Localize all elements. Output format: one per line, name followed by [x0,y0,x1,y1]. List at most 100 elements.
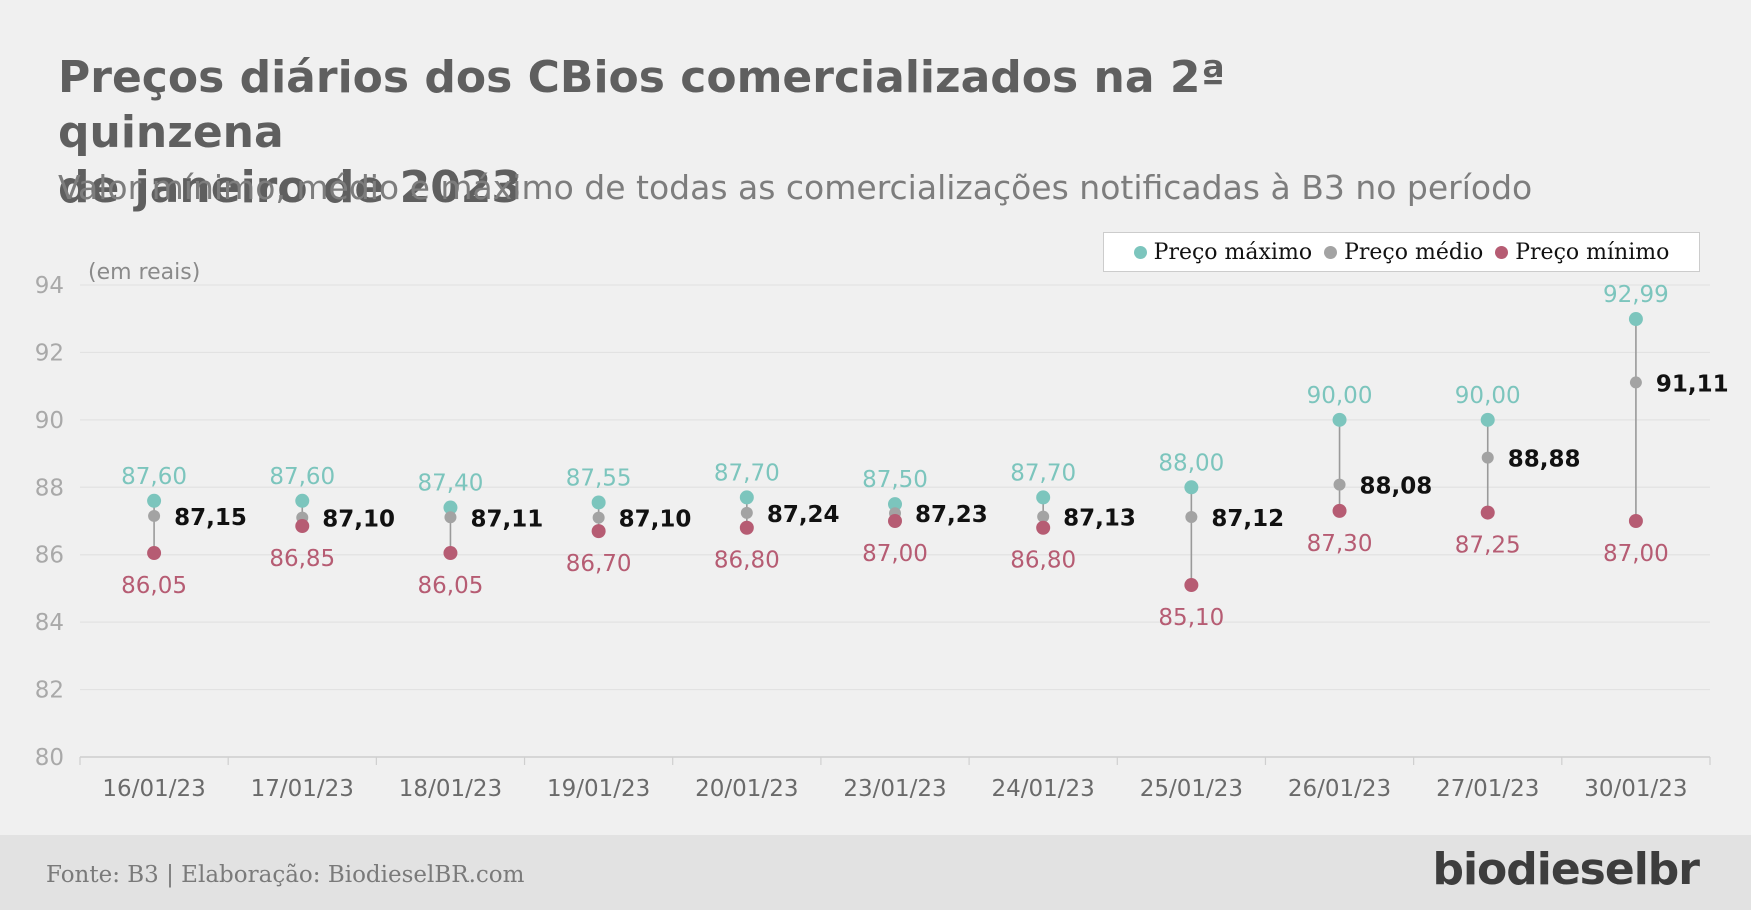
min-price-point [1332,503,1347,518]
avg-price-label: 87,15 [174,505,247,531]
x-tick-label: 23/01/23 [843,776,946,802]
max-price-point [591,495,606,510]
chart-legend: Preço máximo Preço médio Preço mínimo [1103,232,1700,272]
min-price-label: 87,00 [862,541,928,567]
min-price-point [1184,578,1199,593]
y-tick-label: 80 [35,745,64,771]
y-tick-label: 84 [35,610,64,636]
min-price-point [1036,520,1051,535]
chart-area: 80 82 84 86 88 90 92 94 16/01/23 17/01/23 18/01/23… [0,220,1751,835]
y-axis-unit-label: (em reais) [88,260,201,285]
avg-price-point [1333,478,1346,491]
source-credit: Fonte: B3 | Elaboração: BiodieselBR.com [46,862,525,888]
x-tick-label: 27/01/23 [1436,776,1539,802]
chart-title: Preços diários dos CBios comercializados… [58,50,1458,215]
min-price-point [888,514,902,528]
max-price-label: 87,55 [566,465,632,491]
x-tick-label: 24/01/23 [992,776,1095,802]
max-price-point [295,493,310,508]
max-price-point [1332,412,1347,427]
x-tick-label: 19/01/23 [547,776,650,802]
avg-price-label: 91,11 [1656,371,1729,397]
avg-price-point [592,511,605,524]
max-price-label: 87,60 [269,464,335,490]
legend-label-min: Preço mínimo [1515,239,1670,265]
max-price-label: 87,70 [714,460,780,486]
x-tick-label: 16/01/23 [102,776,205,802]
footer: Fonte: B3 | Elaboração: BiodieselBR.com … [0,835,1751,910]
min-price-point [739,520,754,535]
legend-label-avg: Preço médio [1344,239,1484,265]
min-price-label: 86,80 [714,548,780,574]
avg-price-point [1037,510,1050,523]
y-tick-label: 90 [35,408,64,434]
max-price-label: 87,50 [862,467,928,493]
y-tick-label: 94 [35,273,64,299]
chart-subtitle: Valor mínimo, médio e máximo de todas as… [58,168,1533,207]
avg-price-label: 87,10 [619,507,692,533]
min-price-label: 86,05 [121,573,187,599]
avg-price-label: 87,11 [470,506,543,532]
max-price-point [1036,490,1051,505]
max-price-point [1628,312,1643,327]
x-tick-label: 17/01/23 [251,776,354,802]
min-price-label: 86,05 [418,573,484,599]
min-price-label: 86,70 [566,551,632,577]
legend-label-max: Preço máximo [1153,239,1313,265]
min-price-point [443,546,458,561]
y-tick-label: 88 [35,475,64,501]
y-tick-label: 92 [35,340,64,366]
brand-logo: biodieselbr [1432,844,1700,895]
max-price-label: 87,70 [1010,460,1076,486]
min-price-label: 86,80 [1010,548,1076,574]
min-price-label: 87,25 [1455,533,1521,559]
min-price-point [295,519,310,534]
legend-dot-avg [1324,245,1338,259]
min-price-point [591,524,606,539]
max-price-label: 87,60 [121,464,187,490]
y-tick-label: 86 [35,543,64,569]
avg-price-point [1629,376,1642,389]
y-tick-label: 82 [35,678,64,704]
avg-price-point [444,511,457,524]
max-price-point [147,493,162,508]
legend-item-max: Preço máximo [1133,239,1313,265]
x-tick-label: 25/01/23 [1140,776,1243,802]
max-price-label: 88,00 [1158,450,1224,476]
min-price-label: 86,85 [269,546,335,572]
min-price-label: 85,10 [1158,605,1224,631]
max-price-label: 90,00 [1307,383,1373,409]
legend-dot-min [1495,245,1509,259]
max-price-point [1184,480,1199,495]
max-price-point [1480,412,1495,427]
legend-dot-max [1133,245,1147,259]
x-tick-label: 30/01/23 [1584,776,1687,802]
avg-price-point [1185,510,1198,523]
max-price-point [739,490,754,505]
avg-price-label: 87,24 [767,502,840,528]
max-price-label: 87,40 [418,471,484,497]
x-tick-label: 26/01/23 [1288,776,1391,802]
max-price-point [888,497,902,512]
min-price-label: 87,30 [1307,531,1373,557]
max-price-label: 90,00 [1455,383,1521,409]
avg-price-label: 88,88 [1508,447,1581,473]
min-price-point [1628,514,1643,528]
x-tick-label: 20/01/23 [695,776,798,802]
min-price-point [147,546,162,561]
x-tick-label: 18/01/23 [399,776,502,802]
max-price-label: 92,99 [1603,282,1669,308]
avg-price-point [1481,451,1494,464]
avg-price-point [740,506,753,519]
price-range-chart: 80 82 84 86 88 90 92 94 16/01/23 17/01/23 18/01/23… [35,273,1729,802]
min-price-point [1480,505,1495,520]
avg-price-label: 87,23 [915,502,988,528]
avg-price-label: 87,10 [322,507,395,533]
chart-title-line-2: de janeiro de 2023 [58,162,523,213]
max-price-point [443,500,458,515]
chart-title-line-1: Preços diários dos CBios comercializados… [58,52,1226,158]
legend-item-avg: Preço médio [1324,240,1483,265]
legend-item-min: Preço mínimo [1495,240,1669,265]
avg-price-point [148,509,161,522]
avg-price-label: 87,13 [1063,506,1136,532]
